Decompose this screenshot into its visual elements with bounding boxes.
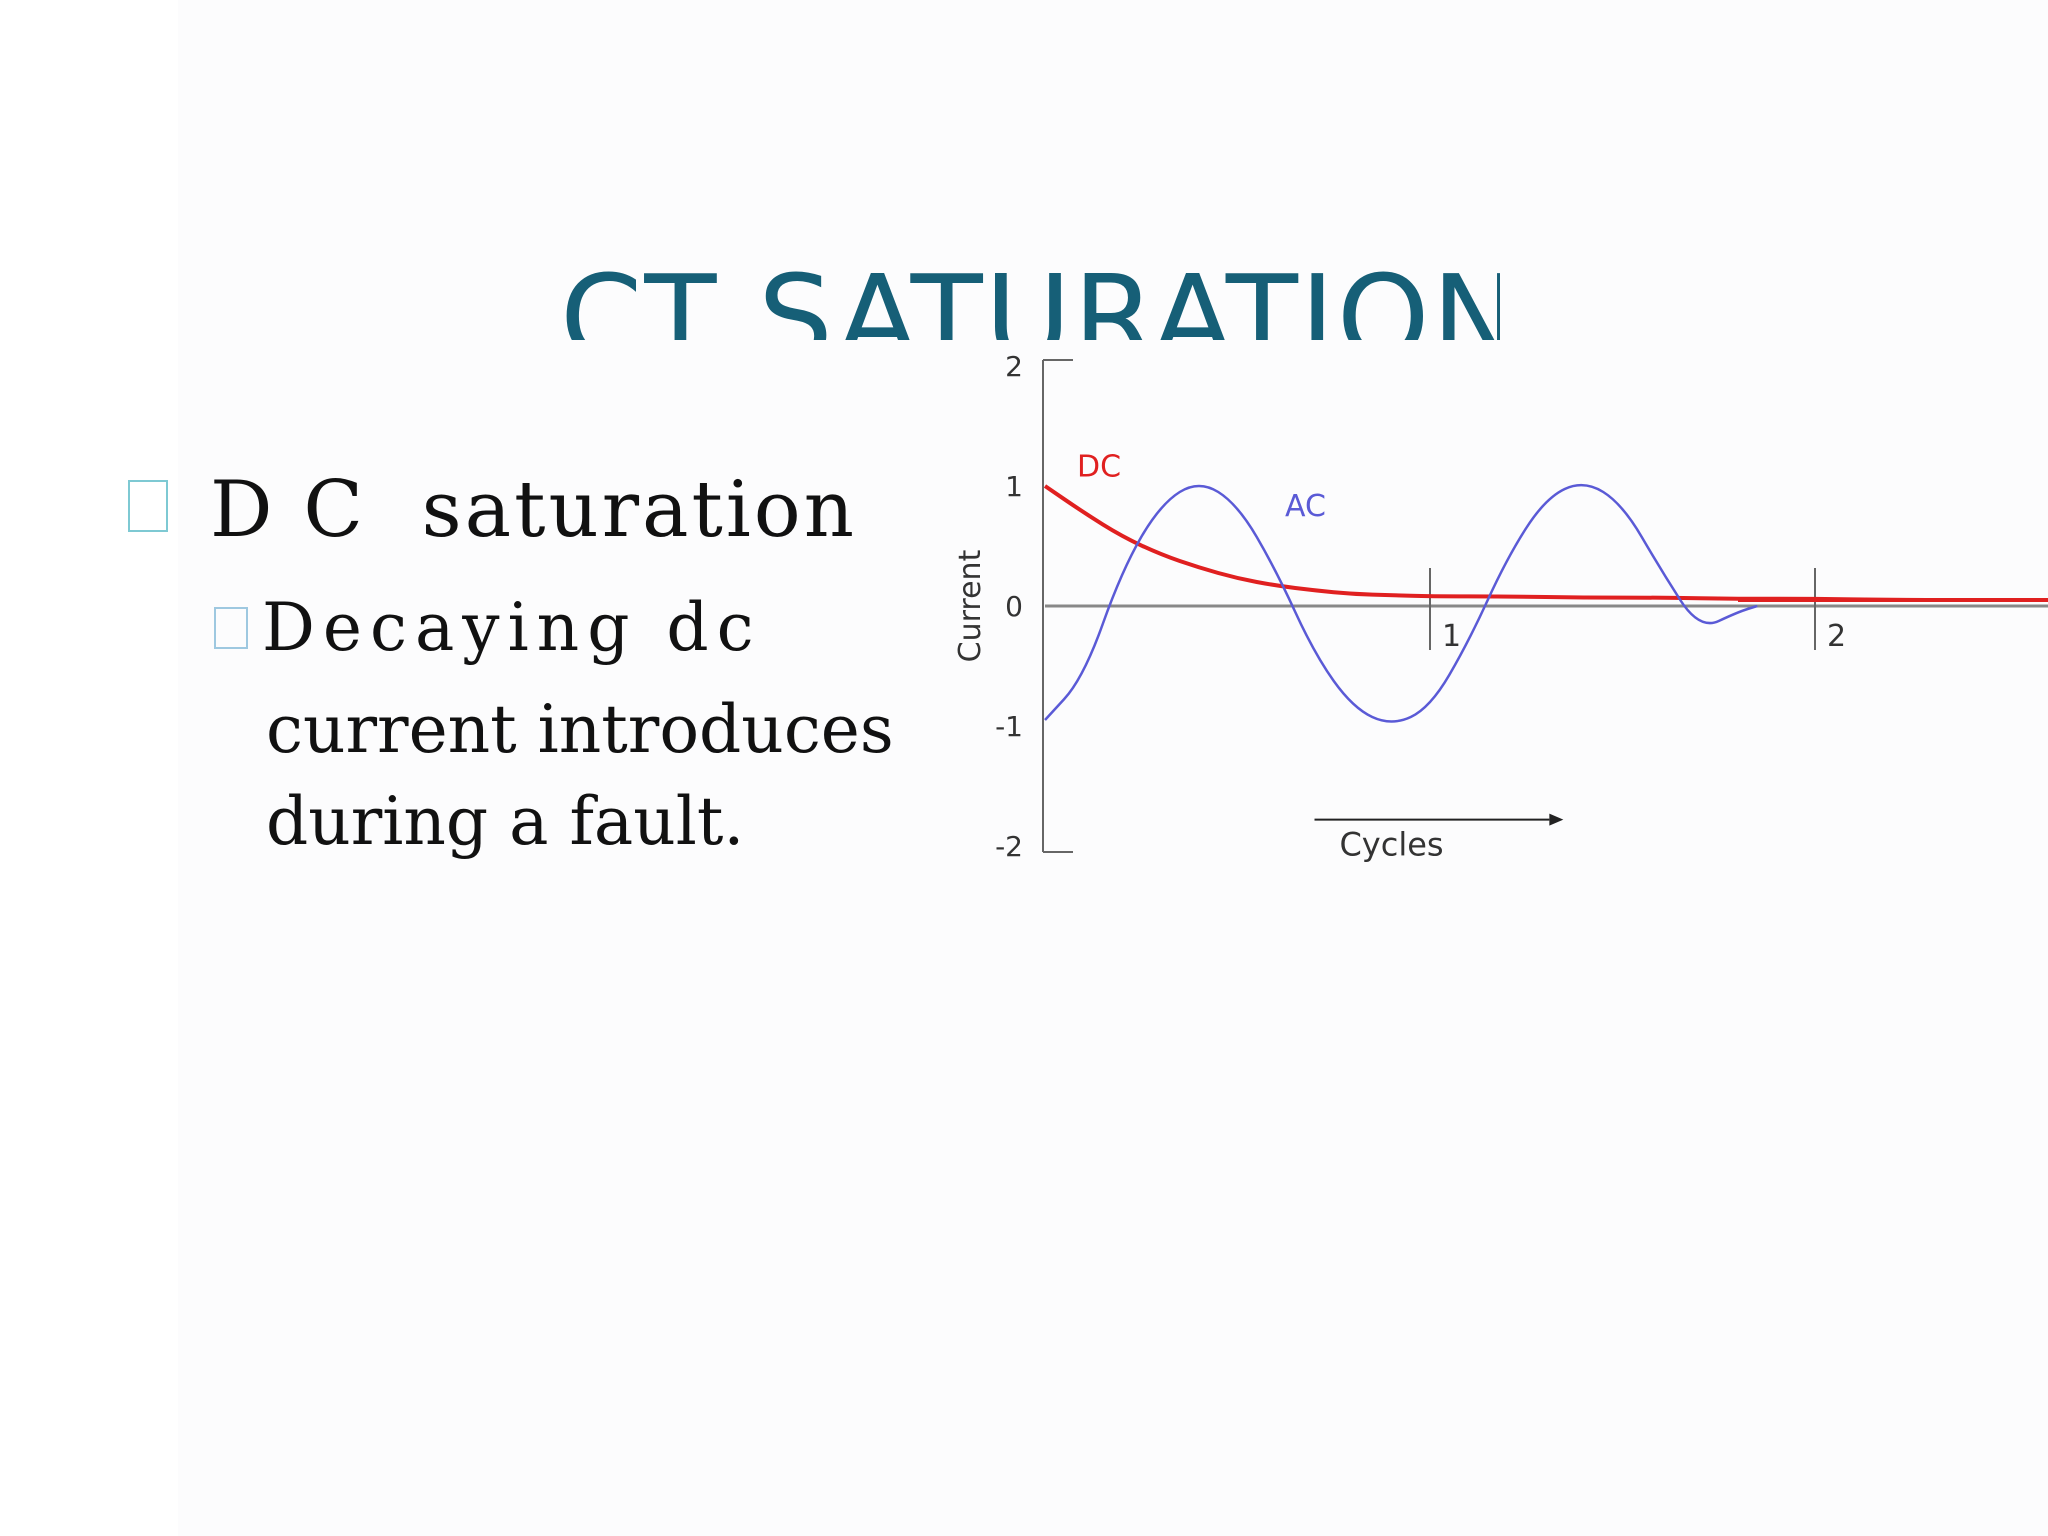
y-tick-label: -2 bbox=[995, 830, 1023, 863]
y-tick-label: 1 bbox=[1005, 470, 1023, 503]
y-axis-label: Current bbox=[953, 549, 988, 662]
series-label-ac: AC bbox=[1285, 489, 1326, 524]
bullet-dc-saturation: D C saturation bbox=[210, 465, 857, 555]
series-line-ac bbox=[1044, 483, 1758, 723]
cycle-marker-label: 2 bbox=[1827, 619, 1846, 654]
dc-ac-current-chart: 2 1 0 -1 -2 Current 1 2 DC AC Cycles bbox=[940, 350, 2048, 910]
y-tick-label: 2 bbox=[1005, 350, 1023, 383]
sub-bullet-square-icon bbox=[214, 607, 248, 649]
chart-svg: 2 1 0 -1 -2 Current 1 2 DC AC Cycles bbox=[953, 350, 2048, 864]
series-label-dc: DC bbox=[1077, 449, 1121, 484]
sub-bullet-line: during a fault. bbox=[266, 783, 745, 860]
cycle-marker-label: 1 bbox=[1442, 619, 1461, 654]
sub-bullet-first-line: Decaying dc bbox=[262, 589, 762, 666]
y-tick-label: 0 bbox=[1005, 590, 1023, 623]
sub-bullet-continuation: current introduces during a fault. bbox=[266, 684, 926, 868]
y-tick-label: -1 bbox=[995, 710, 1023, 743]
slide-title: CT SATURATION bbox=[560, 249, 1500, 340]
x-axis-label: Cycles bbox=[1339, 826, 1443, 864]
series-line-dc bbox=[1043, 484, 2008, 602]
cycles-arrow-head bbox=[1549, 813, 1564, 826]
bullet-square-icon bbox=[128, 480, 168, 532]
content-panel bbox=[178, 0, 2048, 1536]
sub-bullet-line: current introduces bbox=[266, 691, 894, 768]
